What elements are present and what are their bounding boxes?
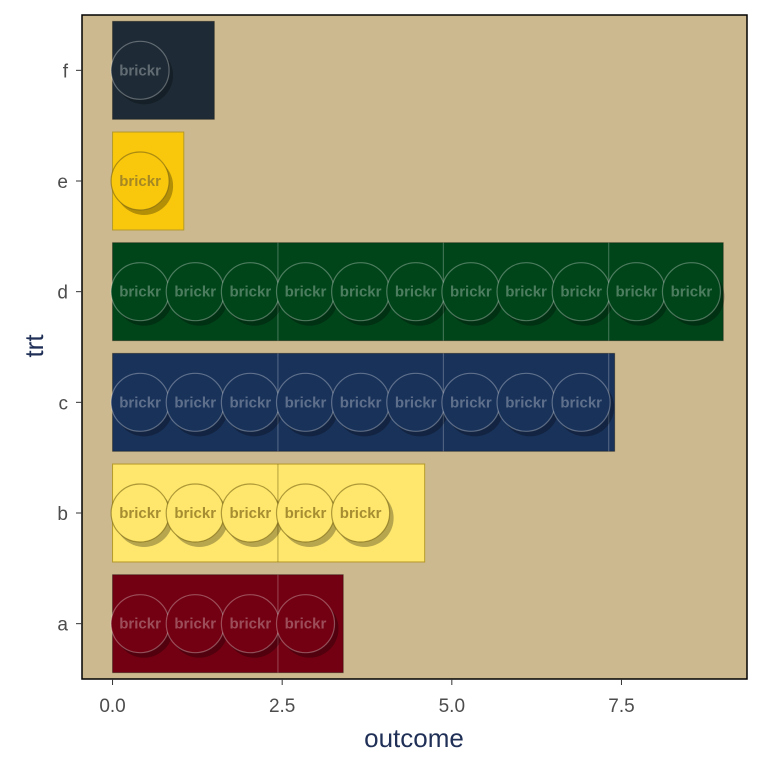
stud-label: brickr — [119, 284, 161, 301]
stud-label: brickr — [671, 284, 713, 301]
bar-c: brickr brickr brickr brickr brickr brickr bric… — [110, 352, 616, 452]
stud-label: brickr — [230, 394, 272, 411]
stud-label: brickr — [174, 284, 216, 301]
stud — [551, 372, 611, 432]
bar-b: brickr brickr brickr brickr brickr — [110, 463, 426, 563]
stud-label: brickr — [174, 505, 216, 522]
stud-label: brickr — [340, 284, 382, 301]
stud-label: brickr — [285, 505, 327, 522]
stud-label: brickr — [450, 394, 492, 411]
x-axis-title: outcome — [364, 723, 464, 753]
stud-label: brickr — [285, 284, 327, 301]
bar-a: brickr brickr brickr brickr — [110, 574, 344, 674]
stud-label: brickr — [119, 62, 161, 79]
stud-label: brickr — [340, 394, 382, 411]
stud-label: brickr — [119, 173, 161, 190]
stud-label: brickr — [230, 284, 272, 301]
y-tick-label: f — [63, 61, 69, 82]
stud-label: brickr — [505, 284, 547, 301]
stud-label: brickr — [174, 616, 216, 633]
stud — [331, 483, 391, 543]
x-tick-label: 7.5 — [608, 696, 634, 717]
stud-label: brickr — [505, 394, 547, 411]
plot-panel — [81, 14, 748, 680]
stud-label: brickr — [285, 394, 327, 411]
y-tick-label: d — [57, 283, 68, 304]
stud-label: brickr — [395, 284, 437, 301]
stud — [110, 40, 170, 100]
x-tick-label: 2.5 — [269, 696, 295, 717]
y-tick-label: a — [57, 615, 68, 636]
stud — [110, 151, 170, 211]
y-axis-ticks: a b c d e f — [57, 61, 82, 636]
bar-d: brickr brickr brickr brickr brickr brickr bric… — [110, 242, 725, 342]
bar-f: brickr — [110, 20, 215, 120]
x-axis-ticks: 0.0 2.5 5.0 7.5 — [99, 679, 635, 717]
stud-label: brickr — [340, 505, 382, 522]
stud-label: brickr — [615, 284, 657, 301]
stud-label: brickr — [174, 394, 216, 411]
stud-label: brickr — [560, 284, 602, 301]
stud-label: brickr — [395, 394, 437, 411]
stud-label: brickr — [119, 394, 161, 411]
y-tick-label: c — [59, 393, 69, 414]
y-tick-label: b — [57, 504, 68, 525]
stud-label: brickr — [230, 505, 272, 522]
stud-label: brickr — [560, 394, 602, 411]
stud-label: brickr — [230, 616, 272, 633]
y-tick-label: e — [57, 172, 68, 193]
stud-label: brickr — [450, 284, 492, 301]
stud-label: brickr — [119, 505, 161, 522]
stud-label: brickr — [285, 616, 327, 633]
y-axis-title: trt — [19, 334, 49, 358]
x-tick-label: 0.0 — [99, 696, 125, 717]
bar-e: brickr — [110, 131, 185, 231]
stud — [661, 262, 722, 322]
stud — [275, 594, 336, 654]
stud-label: brickr — [119, 616, 161, 633]
x-tick-label: 5.0 — [439, 696, 465, 717]
